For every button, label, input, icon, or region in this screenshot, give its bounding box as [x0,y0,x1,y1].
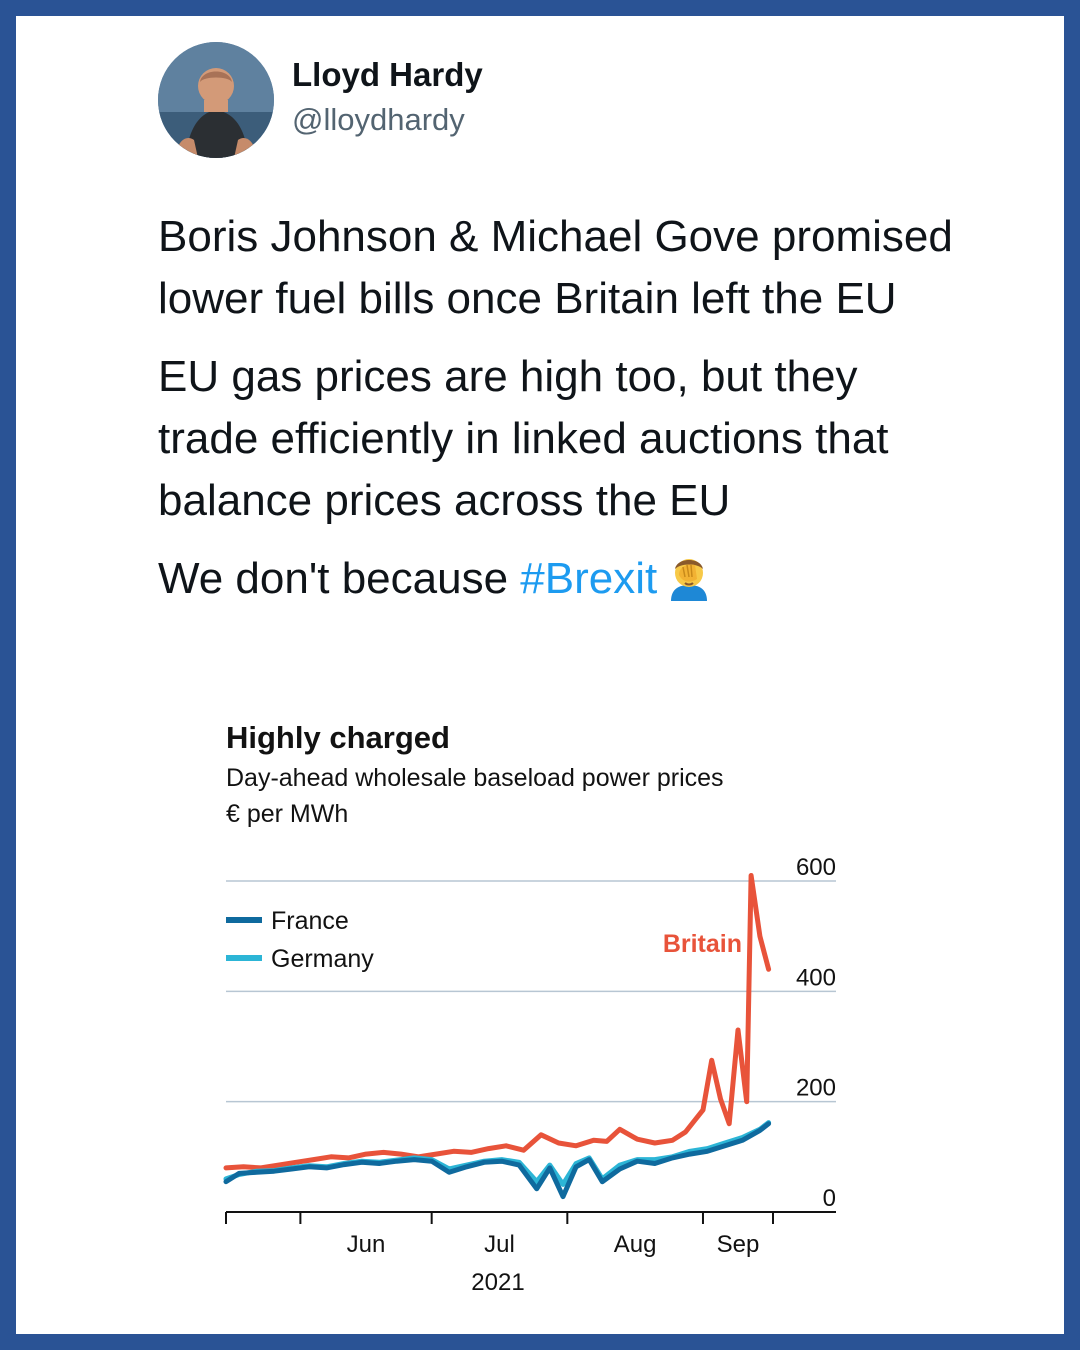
tweet-paragraph-3-text: We don't because [158,554,509,603]
face-palm-emoji [665,553,713,618]
y-tick-label: 400 [796,964,836,991]
y-tick-label: 200 [796,1075,836,1102]
x-tick-label: Sep [717,1231,760,1258]
x-tick-label: Jul [484,1231,515,1258]
x-tick-label: Jun [347,1231,386,1258]
series-label-britain: Britain [663,930,742,958]
series-line-france [223,1121,772,1200]
x-year-label: 2021 [471,1269,524,1296]
x-tick-label: Aug [614,1231,657,1258]
tweet-text: Boris Johnson & Michael Gove promised lo… [158,206,958,634]
series-line-britain [223,873,772,1171]
line-chart: 0 200 400 600 Jun Jul Aug Sep 2021 France Germany B… [223,854,836,1296]
tweet-paragraph-1: Boris Johnson & Michael Gove promised lo… [158,212,953,323]
tweet-paragraph-2: EU gas prices are high too, but they tra… [158,352,889,525]
chart-unit: € per MWh [226,800,349,828]
y-tick-label: 0 [823,1185,836,1212]
legend-label-germany: Germany [271,945,374,973]
chart-subtitle: Day-ahead wholesale baseload power price… [226,764,724,792]
chart-title: Highly charged [226,720,450,755]
hashtag-link[interactable]: #Brexit [520,554,658,603]
author-name[interactable]: Lloyd Hardy [292,56,483,93]
tweet-card: Lloyd Hardy @lloydhardy Boris Johnson & … [16,16,1064,1334]
author-handle[interactable]: @lloydhardy [292,102,465,137]
y-tick-label: 600 [796,854,836,881]
legend-label-france: France [271,907,349,935]
tweet-paragraph-3: We don't because #Brexit [158,548,958,618]
